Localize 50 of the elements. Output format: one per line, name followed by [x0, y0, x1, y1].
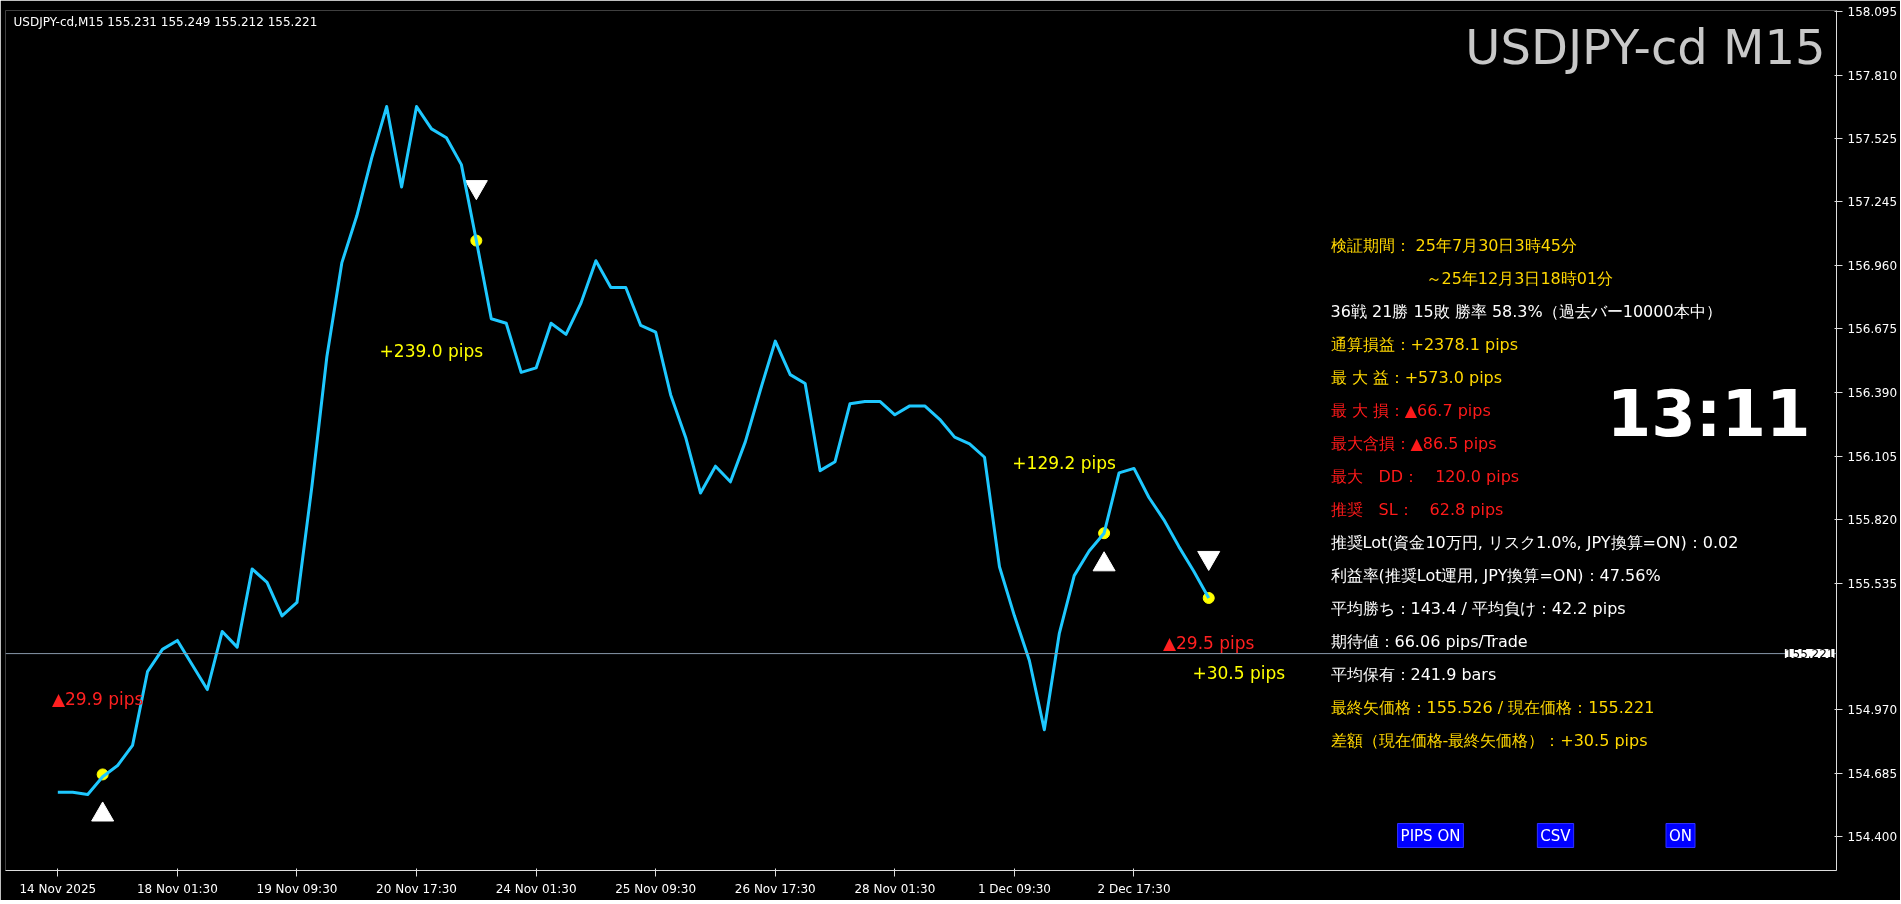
annotation: ▲29.5 pips	[1162, 632, 1255, 653]
annotation: +30.5 pips	[1192, 662, 1286, 683]
annotation: 最 大 益：+573.0 pips	[1330, 367, 1503, 387]
x-tick-label: 24 Nov 01:30	[495, 881, 577, 896]
chart-title: USDJPY-cd M15	[1465, 18, 1826, 75]
ref-line-label: 155.221	[1784, 647, 1835, 662]
annotation: ～25年12月3日18時01分	[1425, 268, 1614, 288]
annotation: 通算損益：+2378.1 pips	[1330, 334, 1519, 354]
x-tick-label: 2 Dec 17:30	[1097, 881, 1171, 896]
y-tick-label: 156.105	[1847, 449, 1898, 464]
annotation: 平均勝ち：143.4 / 平均負け：42.2 pips	[1330, 598, 1626, 618]
x-tick-label: 26 Nov 17:30	[734, 881, 816, 896]
annotation: CSV	[1540, 826, 1572, 845]
annotation: +129.2 pips	[1012, 453, 1116, 474]
y-tick-label: 154.685	[1847, 766, 1898, 781]
y-tick-label: 156.390	[1847, 385, 1898, 400]
y-tick-label: 157.525	[1847, 132, 1898, 147]
annotation: ON	[1668, 826, 1693, 845]
y-tick-label: 158.095	[1847, 5, 1898, 20]
annotation: 最大含損：▲86.5 pips	[1330, 433, 1497, 453]
annotation: 13:11	[1606, 376, 1811, 451]
y-tick-label: 157.245	[1847, 194, 1898, 209]
annotation: 最大 DD： 120.0 pips	[1330, 466, 1520, 486]
x-tick-label: 28 Nov 01:30	[854, 881, 936, 896]
annotation: 最 大 損：▲66.7 pips	[1330, 400, 1491, 420]
y-tick-label: 157.810	[1847, 68, 1898, 83]
annotation: 期待値：66.06 pips/Trade	[1330, 631, 1528, 651]
annotation: 差額（現在価格-最終矢価格）：+30.5 pips	[1330, 730, 1648, 750]
annotation: 利益率(推奨Lot運用, JPY換算=ON)：47.56%	[1330, 565, 1661, 585]
y-tick-label: 155.820	[1847, 513, 1898, 528]
annotation: PIPS ON	[1400, 826, 1461, 845]
y-tick-label: 156.675	[1847, 322, 1898, 337]
y-tick-label: 156.960	[1847, 258, 1898, 273]
x-tick-label: 20 Nov 17:30	[376, 881, 457, 896]
x-tick-label: 14 Nov 2025	[19, 881, 97, 896]
annotation: 平均保有：241.9 bars	[1330, 664, 1497, 684]
x-tick-label: 19 Nov 09:30	[256, 881, 338, 896]
annotation: 36戦 21勝 15敗 勝率 58.3%（過去バー10000本中）	[1330, 301, 1722, 321]
annotation: 推奨Lot(資金10万円, リスク1.0%, JPY換算=ON)：0.02	[1330, 532, 1739, 552]
x-tick-label: 1 Dec 09:30	[977, 881, 1051, 896]
y-tick-label: 155.535	[1847, 576, 1898, 591]
chart-subtitle: USDJPY-cd,M15 155.231 155.249 155.212 155.221	[13, 14, 318, 29]
x-tick-label: 25 Nov 09:30	[615, 881, 697, 896]
y-tick-label: 154.970	[1847, 703, 1898, 718]
x-tick-label: 18 Nov 01:30	[136, 881, 218, 896]
y-tick-label: 154.400	[1847, 830, 1898, 845]
annotation: +239.0 pips	[379, 340, 484, 361]
annotation: 推奨 SL： 62.8 pips	[1330, 499, 1504, 519]
annotation: 最終矢価格：155.526 / 現在価格：155.221	[1330, 697, 1655, 717]
annotation: 検証期間： 25年7月30日3時45分	[1330, 235, 1578, 255]
